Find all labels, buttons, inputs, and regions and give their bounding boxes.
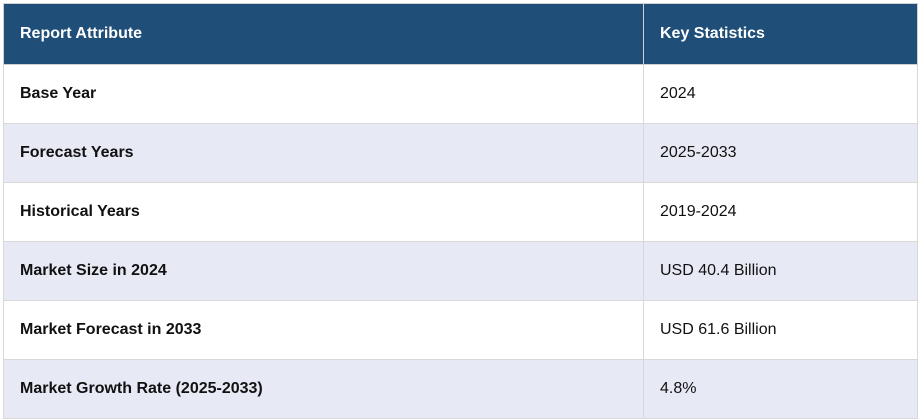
table-row: Forecast Years 2025-2033 <box>3 123 918 183</box>
value-cell: USD 40.4 Billion <box>643 241 918 301</box>
header-row: Report Attribute Key Statistics <box>3 3 918 65</box>
value-cell: 4.8% <box>643 359 918 419</box>
table-row: Market Forecast in 2033 USD 61.6 Billion <box>3 300 918 360</box>
table-row: Market Growth Rate (2025-2033) 4.8% <box>3 359 918 419</box>
attribute-cell: Base Year <box>3 64 644 124</box>
attribute-cell: Market Growth Rate (2025-2033) <box>3 359 644 419</box>
attribute-cell: Market Forecast in 2033 <box>3 300 644 360</box>
table-row: Base Year 2024 <box>3 64 918 124</box>
stats-table: Report Attribute Key Statistics Base Year… <box>3 3 918 419</box>
table-header: Report Attribute Key Statistics <box>3 3 918 65</box>
attribute-cell: Historical Years <box>3 182 644 242</box>
header-cell: Report Attribute <box>3 3 644 65</box>
table-row: Historical Years 2019-2024 <box>3 182 918 242</box>
attribute-cell: Forecast Years <box>3 123 644 183</box>
value-cell: 2019-2024 <box>643 182 918 242</box>
value-cell: 2024 <box>643 64 918 124</box>
table-row: Market Size in 2024 USD 40.4 Billion <box>3 241 918 301</box>
value-cell: USD 61.6 Billion <box>643 300 918 360</box>
table-body: Base Year 2024 Forecast Years 2025-2033 Hist… <box>3 64 918 419</box>
attribute-cell: Market Size in 2024 <box>3 241 644 301</box>
value-cell: 2025-2033 <box>643 123 918 183</box>
header-cell: Key Statistics <box>643 3 918 65</box>
